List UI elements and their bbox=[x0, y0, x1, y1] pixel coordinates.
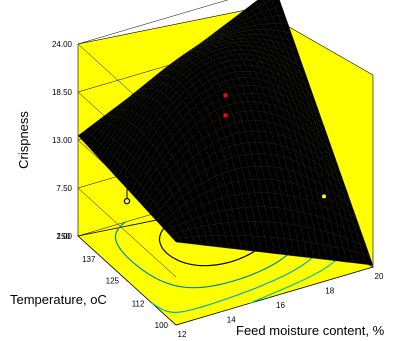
x-tick-label: 16 bbox=[276, 301, 285, 310]
y-axis-title: Temperature, oC bbox=[10, 292, 107, 307]
design-point-below bbox=[320, 193, 328, 200]
y-tick-label: 137 bbox=[82, 255, 96, 264]
x-tick-label: 18 bbox=[325, 287, 334, 296]
x-tick-label: 12 bbox=[178, 330, 187, 339]
design-points bbox=[123, 92, 328, 205]
z-tick-label: 24.00 bbox=[52, 40, 73, 49]
y-tick-label: 150 bbox=[57, 232, 71, 241]
y-tick-label: 112 bbox=[132, 300, 145, 309]
design-point-above bbox=[223, 112, 229, 118]
z-tick-label: 13.00 bbox=[52, 136, 73, 145]
y-tick-label: 100 bbox=[155, 321, 169, 330]
x-tick-label: 20 bbox=[375, 272, 384, 281]
z-tick-label: 18.50 bbox=[52, 88, 73, 97]
x-axis-title: Feed moisture content, % bbox=[236, 323, 385, 338]
surface-facet bbox=[363, 253, 374, 266]
axis-ticks: 2.00 7.50 13.00 18.50 24.00 100 112 125 137 150 12… bbox=[52, 40, 384, 339]
design-point-above bbox=[223, 92, 229, 98]
z-tick-label: 7.50 bbox=[56, 184, 72, 193]
design-point-below bbox=[123, 197, 131, 205]
y-tick-label: 125 bbox=[106, 277, 120, 286]
z-axis-title: Crispness bbox=[16, 111, 31, 169]
z-tick-label: 2.00 bbox=[56, 232, 72, 241]
x-tick-label: 14 bbox=[227, 316, 236, 325]
response-surface bbox=[77, 0, 374, 266]
